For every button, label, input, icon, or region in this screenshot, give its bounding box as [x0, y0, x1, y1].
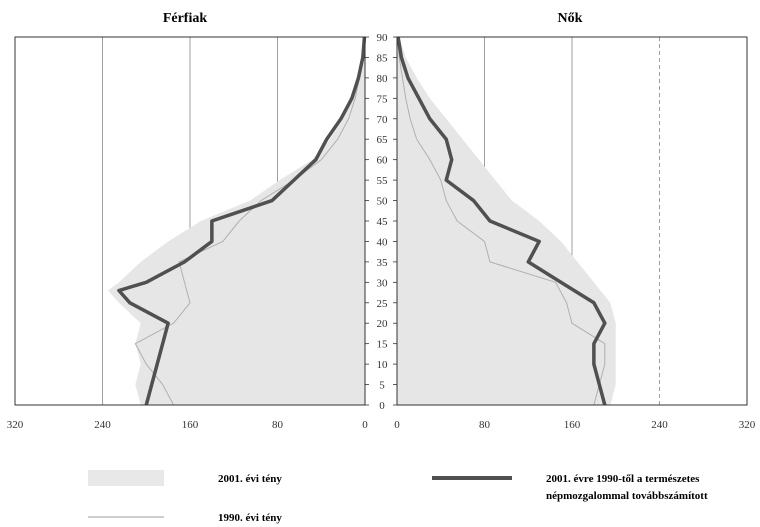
age-tick-label-30: 30: [377, 277, 389, 289]
x-tick-right-320: 320: [739, 419, 756, 431]
age-tick-label-60: 60: [377, 155, 389, 167]
series-2-line-women: [396, 36, 607, 406]
legend: 2001. évi tény 1990. évi tény 2001. évre…: [88, 470, 708, 524]
age-tick-label-50: 50: [377, 196, 389, 208]
age-axis: 0 5 10 15 20 25 30 35 40 45 50 55 60 65 70 75 80 85 90: [365, 32, 397, 412]
age-tick-label-90: 90: [377, 32, 389, 44]
age-tick-label-20: 20: [377, 318, 389, 330]
series-1-line-men: [134, 36, 365, 406]
age-tick-label-75: 75: [377, 93, 389, 105]
legend-label-2001: 2001. évi tény: [218, 473, 282, 485]
x-tick-left-80: 80: [272, 419, 284, 431]
age-tick-label-55: 55: [377, 175, 389, 187]
age-tick-label-70: 70: [377, 114, 389, 126]
age-tick-label-65: 65: [377, 134, 389, 146]
age-tick-label-80: 80: [377, 73, 389, 85]
series-1-line-women: [397, 36, 606, 406]
age-tick-label-0: 0: [379, 400, 385, 412]
x-axis-ticks: 320 240 160 80 0 0 80 160 240 320: [7, 419, 756, 431]
legend-label-1990: 1990. évi tény: [218, 512, 282, 524]
series-0-area-men: [107, 37, 365, 405]
age-tick-label-10: 10: [377, 359, 389, 371]
x-tick-right-0: 0: [394, 419, 400, 431]
x-tick-right-240: 240: [651, 419, 668, 431]
x-tick-right-80: 80: [479, 419, 491, 431]
age-tick-label-35: 35: [377, 257, 389, 269]
x-tick-left-160: 160: [182, 419, 199, 431]
legend-label-projection-line1: 2001. évre 1990-től a természetes: [546, 473, 700, 485]
x-tick-left-0: 0: [362, 419, 368, 431]
age-tick-label-40: 40: [377, 236, 389, 248]
x-tick-left-240: 240: [94, 419, 111, 431]
legend-label-projection-line2: népmozgalommal továbbszámított: [546, 490, 708, 502]
line-series-layer: [117, 36, 607, 406]
series-2-line-men: [117, 36, 367, 406]
x-tick-right-160: 160: [564, 419, 581, 431]
x-tick-left-320: 320: [7, 419, 24, 431]
legend-swatch-2001: [88, 470, 164, 486]
panel-title-women: Nők: [558, 11, 583, 26]
age-tick-label-5: 5: [379, 380, 385, 392]
series-0-area-women: [397, 37, 616, 405]
age-tick-label-85: 85: [377, 52, 389, 64]
age-tick-label-15: 15: [377, 339, 389, 351]
age-tick-label-45: 45: [377, 216, 389, 228]
age-tick-label-25: 25: [377, 298, 389, 310]
panel-title-men: Férfiak: [163, 11, 208, 26]
area-series-layer: [107, 37, 616, 405]
